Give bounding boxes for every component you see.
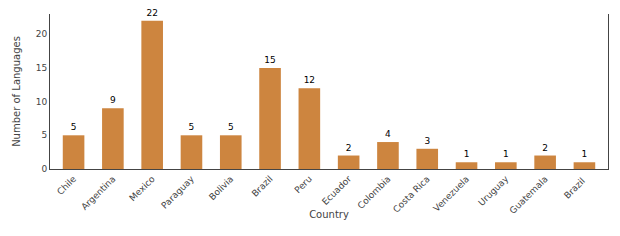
svg-text:15: 15: [264, 55, 275, 65]
svg-text:Uruguay: Uruguay: [476, 173, 511, 208]
svg-text:Mexico: Mexico: [127, 173, 157, 203]
svg-text:10: 10: [36, 97, 48, 107]
svg-text:5: 5: [189, 122, 195, 132]
svg-text:2: 2: [346, 143, 352, 153]
svg-text:5: 5: [41, 130, 47, 140]
svg-text:15: 15: [36, 63, 47, 73]
svg-text:Peru: Peru: [293, 174, 314, 195]
svg-text:Paraguay: Paraguay: [159, 173, 196, 210]
svg-text:Venezuela: Venezuela: [431, 174, 471, 214]
svg-text:Costa Rica: Costa Rica: [391, 174, 432, 215]
svg-text:Number of Languages: Number of Languages: [11, 36, 22, 147]
svg-text:5: 5: [71, 122, 77, 132]
svg-text:20: 20: [36, 29, 48, 39]
svg-text:Chile: Chile: [55, 174, 78, 197]
svg-text:12: 12: [304, 75, 315, 85]
svg-text:Brazil: Brazil: [562, 174, 589, 201]
svg-text:0: 0: [41, 164, 47, 174]
svg-text:Argentina: Argentina: [79, 174, 117, 212]
svg-text:4: 4: [385, 129, 391, 139]
svg-text:2: 2: [542, 143, 548, 153]
svg-text:Guatemala: Guatemala: [508, 174, 550, 216]
svg-text:5: 5: [228, 122, 234, 132]
svg-text:1: 1: [464, 149, 470, 159]
svg-text:Colombia: Colombia: [356, 174, 393, 211]
svg-text:1: 1: [582, 149, 588, 159]
svg-text:Ecuador: Ecuador: [320, 174, 353, 207]
svg-text:1: 1: [503, 149, 509, 159]
svg-text:3: 3: [424, 136, 430, 146]
svg-text:9: 9: [110, 95, 116, 105]
svg-text:Country: Country: [309, 209, 349, 220]
svg-text:Bolivia: Bolivia: [207, 174, 235, 202]
svg-text:Brazil: Brazil: [250, 174, 275, 199]
svg-text:22: 22: [146, 8, 157, 18]
